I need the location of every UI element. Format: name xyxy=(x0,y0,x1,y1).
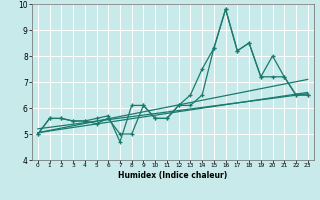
X-axis label: Humidex (Indice chaleur): Humidex (Indice chaleur) xyxy=(118,171,228,180)
